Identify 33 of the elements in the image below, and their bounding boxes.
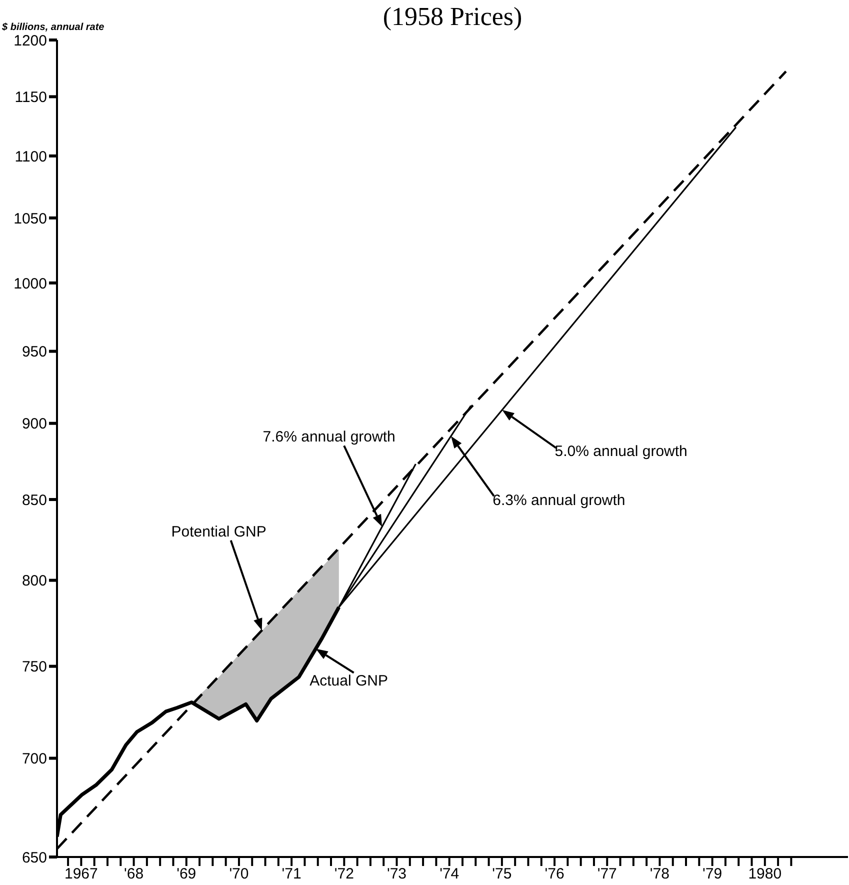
x-tick-label: '77 [597, 866, 617, 883]
x-tick-label: 1967 [64, 866, 98, 883]
annotation: 6.3% annual growth [492, 492, 626, 510]
annotation: 7.6% annual growth [262, 428, 396, 446]
y-tick-label: 650 [22, 849, 47, 866]
y-tick-label: 750 [22, 658, 47, 676]
x-tick-label: '72 [334, 866, 354, 883]
y-tick-label: 850 [22, 492, 47, 509]
x-tick-label: '79 [702, 866, 722, 883]
x-tick-label: '70 [229, 866, 249, 883]
x-tick-label: '73 [386, 866, 407, 883]
annotation: Actual GNP [310, 672, 388, 690]
y-tick-label: 1200 [14, 32, 47, 50]
x-tick-label: '78 [650, 866, 670, 883]
x-tick-label: '69 [176, 866, 196, 883]
x-tick-label: '68 [124, 866, 144, 883]
annotation: Potential GNP [171, 523, 266, 540]
x-tick-label: 1980 [748, 866, 782, 883]
x-tick-label: '76 [544, 866, 564, 883]
y-axis-title: $ billions, annual rate [2, 22, 104, 33]
x-tick-label: '71 [282, 866, 302, 883]
chart-title: (1958 Prices) [382, 2, 522, 31]
y-tick-label: 1150 [14, 89, 47, 106]
y-tick-label: 950 [22, 344, 47, 361]
y-tick-label: 1050 [14, 210, 47, 228]
y-tick-label: 900 [22, 416, 47, 433]
y-tick-label: 1100 [14, 148, 47, 166]
y-tick-label: 1000 [14, 275, 47, 292]
annotation: 5.0% annual growth [554, 442, 688, 460]
x-tick-label: '75 [492, 866, 512, 883]
x-tick-label: '74 [440, 866, 460, 883]
y-tick-label: 800 [22, 572, 47, 590]
y-tick-label: 700 [22, 750, 47, 768]
